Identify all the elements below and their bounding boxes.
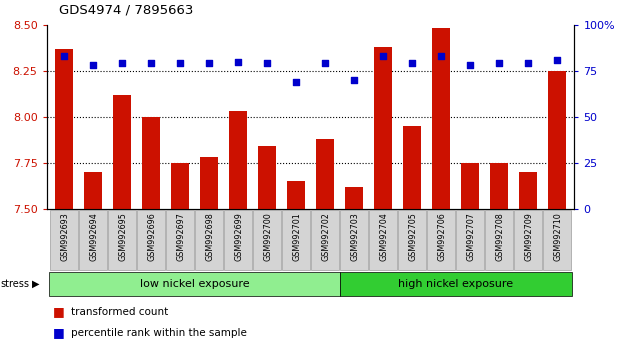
Bar	[374, 47, 392, 209]
Text: GSM992701: GSM992701	[293, 212, 302, 261]
Bar	[137, 210, 165, 270]
Point	[407, 61, 417, 66]
Bar	[142, 117, 160, 209]
Point	[378, 53, 388, 59]
Point	[494, 61, 504, 66]
Bar	[398, 210, 426, 270]
Point	[320, 61, 330, 66]
Bar	[402, 126, 422, 209]
Text: GSM992694: GSM992694	[90, 212, 99, 261]
Bar	[340, 272, 571, 296]
Text: GSM992710: GSM992710	[554, 212, 563, 261]
Point	[436, 53, 446, 59]
Point	[59, 53, 69, 59]
Bar	[311, 210, 339, 270]
Bar	[50, 210, 78, 270]
Point	[175, 61, 185, 66]
Point	[117, 61, 127, 66]
Bar	[224, 210, 252, 270]
Point	[233, 59, 243, 64]
Bar	[112, 95, 132, 209]
Point	[204, 61, 214, 66]
Bar	[84, 172, 102, 209]
Text: low nickel exposure: low nickel exposure	[140, 279, 249, 289]
Bar	[345, 187, 363, 209]
Bar	[253, 210, 281, 270]
Bar	[195, 210, 223, 270]
Text: percentile rank within the sample: percentile rank within the sample	[71, 328, 247, 338]
Text: GSM992702: GSM992702	[322, 212, 331, 261]
Text: GSM992695: GSM992695	[119, 212, 128, 261]
Bar	[427, 210, 455, 270]
Bar	[456, 210, 484, 270]
Point	[465, 62, 475, 68]
Text: high nickel exposure: high nickel exposure	[398, 279, 513, 289]
Bar	[166, 210, 194, 270]
Text: GDS4974 / 7895663: GDS4974 / 7895663	[59, 4, 193, 17]
Point	[349, 77, 359, 83]
Bar	[108, 210, 136, 270]
Bar	[171, 163, 189, 209]
Bar	[199, 157, 219, 209]
Point	[523, 61, 533, 66]
Bar	[543, 210, 571, 270]
Text: GSM992698: GSM992698	[206, 212, 215, 261]
Bar	[485, 210, 513, 270]
Bar	[340, 210, 368, 270]
Text: GSM992693: GSM992693	[61, 212, 70, 261]
Text: ▶: ▶	[32, 279, 40, 289]
Text: GSM992708: GSM992708	[496, 212, 505, 261]
Bar	[519, 172, 537, 209]
Bar	[55, 49, 73, 209]
Text: GSM992700: GSM992700	[264, 212, 273, 261]
Text: GSM992696: GSM992696	[148, 212, 157, 261]
Bar	[461, 163, 479, 209]
Text: GSM992703: GSM992703	[351, 212, 360, 261]
Bar	[50, 272, 340, 296]
Bar	[229, 111, 247, 209]
Text: GSM992704: GSM992704	[380, 212, 389, 261]
Bar	[369, 210, 397, 270]
Point	[146, 61, 156, 66]
Bar	[79, 210, 107, 270]
Bar	[315, 139, 335, 209]
Text: stress: stress	[1, 279, 30, 289]
Text: GSM992709: GSM992709	[525, 212, 534, 261]
Bar	[432, 28, 450, 209]
Bar	[548, 71, 566, 209]
Bar	[286, 181, 306, 209]
Bar	[489, 163, 509, 209]
Point	[88, 62, 98, 68]
Point	[552, 57, 562, 63]
Text: GSM992707: GSM992707	[467, 212, 476, 261]
Point	[291, 79, 301, 85]
Point	[262, 61, 272, 66]
Text: GSM992697: GSM992697	[177, 212, 186, 261]
Bar	[258, 146, 276, 209]
Text: ■: ■	[53, 305, 65, 318]
Text: GSM992699: GSM992699	[235, 212, 244, 261]
Text: transformed count: transformed count	[71, 307, 169, 316]
Text: ■: ■	[53, 326, 65, 339]
Bar	[282, 210, 310, 270]
Text: GSM992705: GSM992705	[409, 212, 418, 261]
Bar	[514, 210, 542, 270]
Text: GSM992706: GSM992706	[438, 212, 447, 261]
